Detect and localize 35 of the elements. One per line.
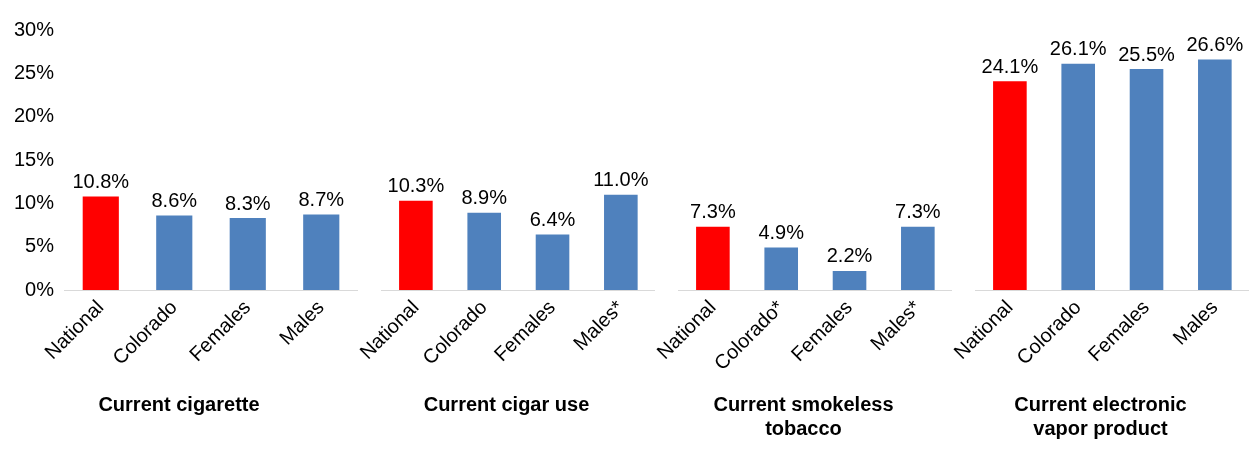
x-axis-title: Current cigar use	[423, 392, 590, 416]
y-tick-label: 20%	[14, 104, 55, 127]
bar	[467, 212, 502, 290]
bar	[535, 234, 570, 290]
y-tick-label: 15%	[14, 147, 55, 170]
data-label: 25.5%	[1118, 42, 1176, 65]
x-axis-title: Current electronic vapor product	[1013, 392, 1188, 440]
data-label: 8.6%	[151, 188, 198, 211]
data-label: 4.9%	[758, 221, 805, 244]
data-label: 8.9%	[461, 186, 508, 209]
x-axis-title: Current smokeless tobacco	[712, 392, 895, 440]
data-label: 8.7%	[298, 188, 345, 211]
bar	[303, 214, 340, 290]
data-label: 6.4%	[529, 208, 576, 231]
y-tick-label: 0%	[25, 277, 55, 300]
bar	[82, 196, 119, 290]
data-label: 26.6%	[1186, 32, 1244, 55]
data-label: 2.2%	[826, 244, 873, 267]
x-axis-title: Current cigarette	[98, 392, 260, 416]
y-tick-label: 5%	[25, 234, 55, 257]
data-label: 7.3%	[690, 200, 736, 223]
data-label: 11.0%	[593, 168, 649, 191]
bar	[156, 215, 193, 290]
y-tick-label: 25%	[14, 60, 55, 83]
data-label: 26.1%	[1049, 37, 1107, 60]
data-label: 10.3%	[387, 174, 445, 197]
bar	[604, 194, 638, 290]
data-label: 24.1%	[981, 54, 1039, 77]
data-label: 8.3%	[224, 191, 271, 214]
bar	[229, 218, 266, 290]
y-tick-label: 10%	[14, 190, 55, 213]
data-label: 7.3%	[895, 200, 941, 223]
bar	[399, 200, 433, 290]
data-label: 10.8%	[72, 169, 130, 192]
y-tick-label: 30%	[14, 17, 55, 40]
